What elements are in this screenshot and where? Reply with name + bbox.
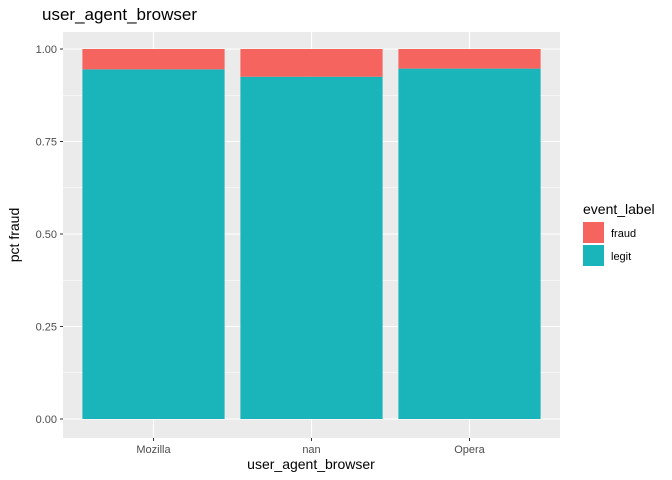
y-tick-label: 0.50	[36, 229, 57, 241]
bar-legit	[240, 76, 383, 419]
x-axis-title: user_agent_browser	[247, 456, 375, 472]
legend: event_label fraud legit	[583, 201, 655, 266]
y-tick-label: 0.25	[36, 322, 57, 334]
x-tick-label: Mozilla	[136, 444, 171, 456]
chart-title: user_agent_browser	[42, 5, 197, 24]
x-tick-label: nan	[302, 444, 320, 456]
legend-label: legit	[611, 251, 631, 263]
legend-key-fraud	[583, 222, 604, 243]
legend-title: event_label	[583, 201, 655, 217]
y-tick-label: 1.00	[36, 44, 57, 56]
y-tick-label: 0.75	[36, 137, 57, 149]
y-tick-label: 0.00	[36, 414, 57, 426]
bar-fraud	[240, 49, 383, 77]
x-axis: Mozilla nan Opera	[136, 438, 486, 456]
bar-legit	[398, 68, 541, 420]
bar-legit	[82, 69, 225, 419]
x-tick-label: Opera	[454, 444, 485, 456]
bar-fraud	[398, 49, 541, 69]
legend-key-legit	[583, 245, 604, 266]
bar-fraud	[82, 49, 225, 70]
y-axis-title: pct fraud	[6, 208, 22, 262]
legend-label: fraud	[611, 228, 636, 240]
y-axis: 0.00 0.25 0.50 0.75 1.00	[36, 44, 63, 426]
bars	[82, 49, 541, 420]
